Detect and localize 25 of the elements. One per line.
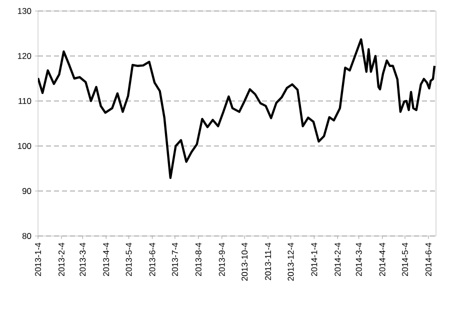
x-tick-label: 2014-5-4 (402, 242, 408, 276)
x-tick-label: 2013-2-4 (58, 242, 64, 276)
x-tick-label: 2013-10-4 (242, 242, 248, 281)
x-tick-label: 2014-4-4 (379, 242, 386, 276)
x-tick-label: 2013-4-4 (103, 242, 110, 276)
x-tick-label: 2014-2-4 (334, 242, 341, 276)
x-tick-label: 2013-1-4 (35, 242, 41, 276)
x-tick-label: 2013-3-4 (80, 242, 86, 276)
x-tick-label: 2013-11-4 (265, 242, 272, 280)
y-tick-label: 120 (18, 53, 32, 59)
y-tick-label: 130 (18, 8, 32, 14)
x-tick-label: 2013-5-4 (126, 242, 132, 276)
x-tick-label: 2013-7-4 (172, 242, 178, 276)
x-tick-label: 2013-9-4 (218, 242, 225, 276)
x-tick-label: 2014-6-4 (425, 242, 432, 276)
x-tick-label: 2013-6-4 (149, 242, 156, 276)
x-tick-label: 2013-12-4 (288, 242, 294, 281)
y-tick-label: 100 (18, 143, 32, 149)
x-tick-label: 2013-8-4 (195, 242, 202, 276)
x-tick-label: 2014-1-4 (311, 242, 318, 276)
line-series (38, 38, 436, 180)
y-tick-label: 80 (22, 233, 32, 239)
y-tick-label: 110 (18, 98, 32, 104)
y-tick-label: 90 (22, 188, 32, 194)
x-tick-label: 2014-3-4 (356, 242, 362, 276)
